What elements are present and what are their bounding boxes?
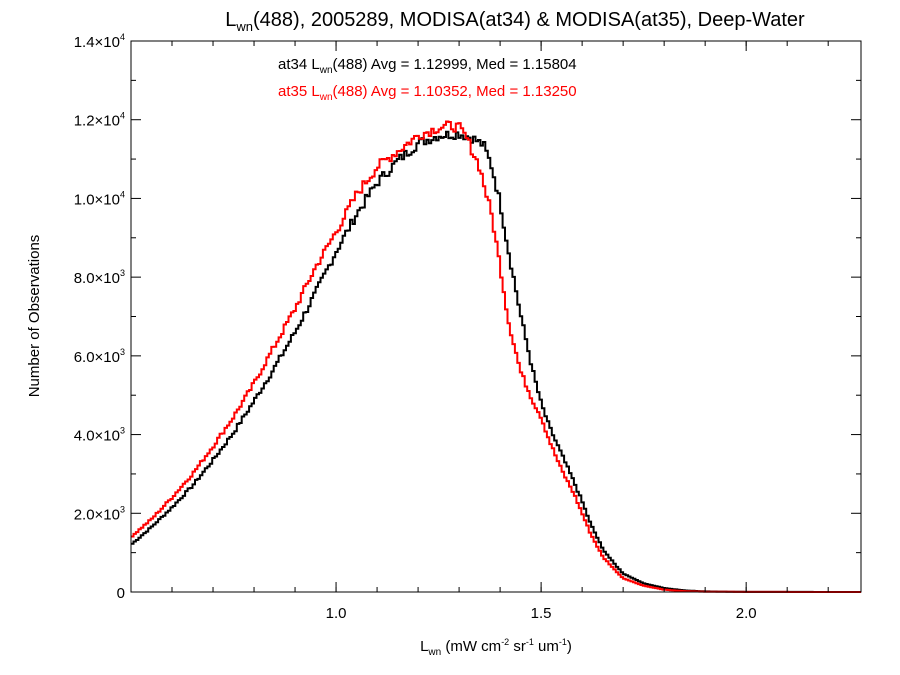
y-tick-label: 2.0×103: [74, 504, 125, 523]
x-axis-label: Lwn (mW cm-2 sr-1 um-1): [420, 637, 572, 658]
y-tick-label: 1.0×104: [74, 189, 125, 208]
y-axis-label: Number of Observations: [26, 235, 43, 398]
x-tick-label: 1.0: [326, 605, 347, 622]
x-tick-label: 2.0: [736, 605, 757, 622]
y-tick-label: 1.2×104: [74, 111, 125, 130]
y-tick-label: 6.0×103: [74, 347, 125, 366]
chart-title: Lwn(488), 2005289, MODISA(at34) & MODISA…: [225, 9, 805, 34]
y-tick-label: 0: [117, 585, 125, 602]
series-layer: [131, 120, 861, 593]
x-tick-label: 1.5: [531, 605, 552, 622]
annotation-at34: at34 Lwn(488) Avg = 1.12999, Med = 1.158…: [278, 56, 577, 76]
y-tick-label: 8.0×103: [74, 268, 125, 287]
plot-frame: [130, 40, 862, 593]
series-line-1: [131, 120, 861, 593]
ticks-layer: 1.0 1.5 2.0 0 2.0×103 4.0×103 6.0×103 8.0×103 1.…: [74, 32, 861, 622]
series-line-0: [131, 130, 861, 593]
y-tick-label: 1.4×104: [74, 32, 125, 51]
y-tick-label: 4.0×103: [74, 426, 125, 445]
annotation-at35: at35 Lwn(488) Avg = 1.10352, Med = 1.132…: [278, 83, 577, 103]
